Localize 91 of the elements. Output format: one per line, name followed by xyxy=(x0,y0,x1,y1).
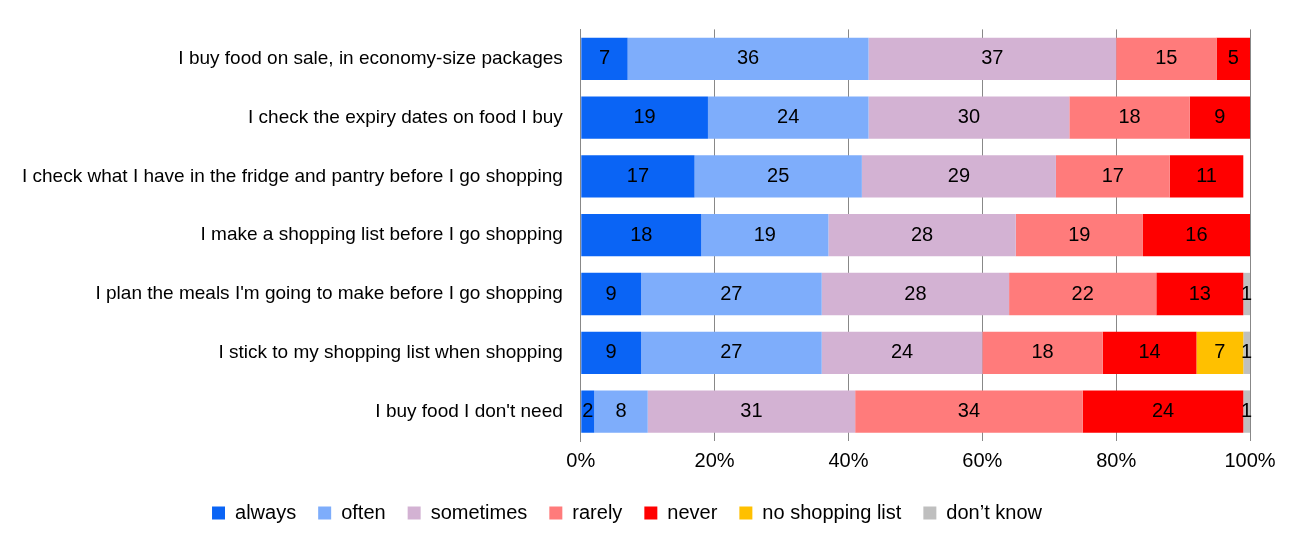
bar xyxy=(868,96,1070,139)
data-label: 28 xyxy=(910,222,934,245)
data-label: 11 xyxy=(1196,163,1217,186)
data-label: 17 xyxy=(626,163,650,186)
bar xyxy=(828,214,1016,257)
legend-label: often xyxy=(341,500,386,523)
bar xyxy=(641,272,822,316)
data-label: 9 xyxy=(1214,105,1226,128)
legend-label: don’t know xyxy=(946,500,1043,523)
bar xyxy=(581,155,695,198)
y-tick-label: I check the expiry dates on food I buy xyxy=(248,105,564,127)
bar xyxy=(701,214,829,257)
bar xyxy=(1189,96,1250,139)
y-tick-label: I buy food I don't need xyxy=(375,399,563,421)
bar xyxy=(581,331,642,374)
legend-label: never xyxy=(667,500,718,523)
bar xyxy=(647,390,856,433)
data-label: 7 xyxy=(598,46,611,69)
data-label: 25 xyxy=(767,163,790,186)
legend-label: rarely xyxy=(572,500,623,523)
bar xyxy=(594,390,648,433)
bar xyxy=(855,390,1083,433)
x-tick-label: 40% xyxy=(828,448,869,471)
data-label: 13 xyxy=(1188,281,1211,304)
bar xyxy=(581,96,708,139)
bar xyxy=(694,155,862,198)
data-label: 8 xyxy=(615,399,627,422)
bar xyxy=(1069,96,1190,139)
legend-label: sometimes xyxy=(430,500,528,523)
data-label: 18 xyxy=(1031,340,1054,363)
bar xyxy=(1169,155,1244,198)
bar xyxy=(821,331,983,374)
bar xyxy=(581,214,702,257)
x-tick-label: 20% xyxy=(694,448,735,471)
legend-label: always xyxy=(235,500,297,523)
bar xyxy=(581,37,628,80)
data-label: 29 xyxy=(947,163,971,186)
data-label: 30 xyxy=(957,105,981,128)
y-tick-label: I plan the meals I'm going to make before I go shopping xyxy=(95,282,563,304)
data-label: 14 xyxy=(1138,340,1161,363)
bar xyxy=(1055,155,1170,198)
bar xyxy=(1156,272,1244,316)
bar xyxy=(982,331,1103,374)
bar xyxy=(1116,37,1217,80)
data-label: 18 xyxy=(1118,105,1141,128)
data-label: 19 xyxy=(753,222,776,245)
bar xyxy=(1102,331,1197,374)
data-label: 9 xyxy=(605,281,617,304)
bar xyxy=(581,272,642,316)
data-label: 24 xyxy=(890,340,914,363)
x-tick-label: 80% xyxy=(1096,448,1137,471)
x-tick-label: 100% xyxy=(1224,448,1276,471)
data-label: 2 xyxy=(582,399,594,422)
bar xyxy=(861,155,1056,198)
x-tick-label: 60% xyxy=(962,448,1003,471)
data-label: 9 xyxy=(605,340,617,363)
bar xyxy=(1196,331,1244,374)
y-tick-label: I buy food on sale, in economy-size packages xyxy=(178,47,563,69)
bar xyxy=(1009,272,1157,316)
data-label: 7 xyxy=(1214,340,1226,363)
data-label: 17 xyxy=(1101,163,1124,186)
bar xyxy=(821,272,1010,316)
data-label: 18 xyxy=(630,222,653,245)
data-label: 5 xyxy=(1227,46,1239,69)
data-label: 31 xyxy=(740,399,763,422)
bar xyxy=(1082,390,1244,433)
data-label: 16 xyxy=(1185,222,1208,245)
bar xyxy=(868,37,1117,80)
data-label: 36 xyxy=(736,46,760,69)
bar xyxy=(1142,214,1250,257)
data-label: 27 xyxy=(720,340,743,363)
data-label: 24 xyxy=(777,105,800,128)
bar xyxy=(627,37,869,80)
x-tick-label: 0% xyxy=(566,448,596,471)
bar xyxy=(1015,214,1143,257)
legend-label: no shopping list xyxy=(762,500,902,523)
bar xyxy=(1216,37,1250,80)
data-label: 27 xyxy=(720,281,743,304)
bar xyxy=(707,96,869,139)
data-label: 19 xyxy=(633,105,656,128)
data-label: 15 xyxy=(1155,46,1178,69)
bar xyxy=(641,331,822,374)
data-label: 28 xyxy=(904,281,927,304)
y-tick-label: I check what I have in the fridge and pantry before I go shopping xyxy=(22,164,563,186)
data-label: 34 xyxy=(957,399,981,422)
y-tick-label: I stick to my shopping list when shopping xyxy=(218,341,563,363)
data-label: 22 xyxy=(1071,281,1094,304)
y-tick-label: I make a shopping list before I go shopping xyxy=(200,223,563,245)
data-label: 37 xyxy=(981,46,1004,69)
data-label: 24 xyxy=(1151,399,1175,422)
data-label: 19 xyxy=(1068,222,1091,245)
